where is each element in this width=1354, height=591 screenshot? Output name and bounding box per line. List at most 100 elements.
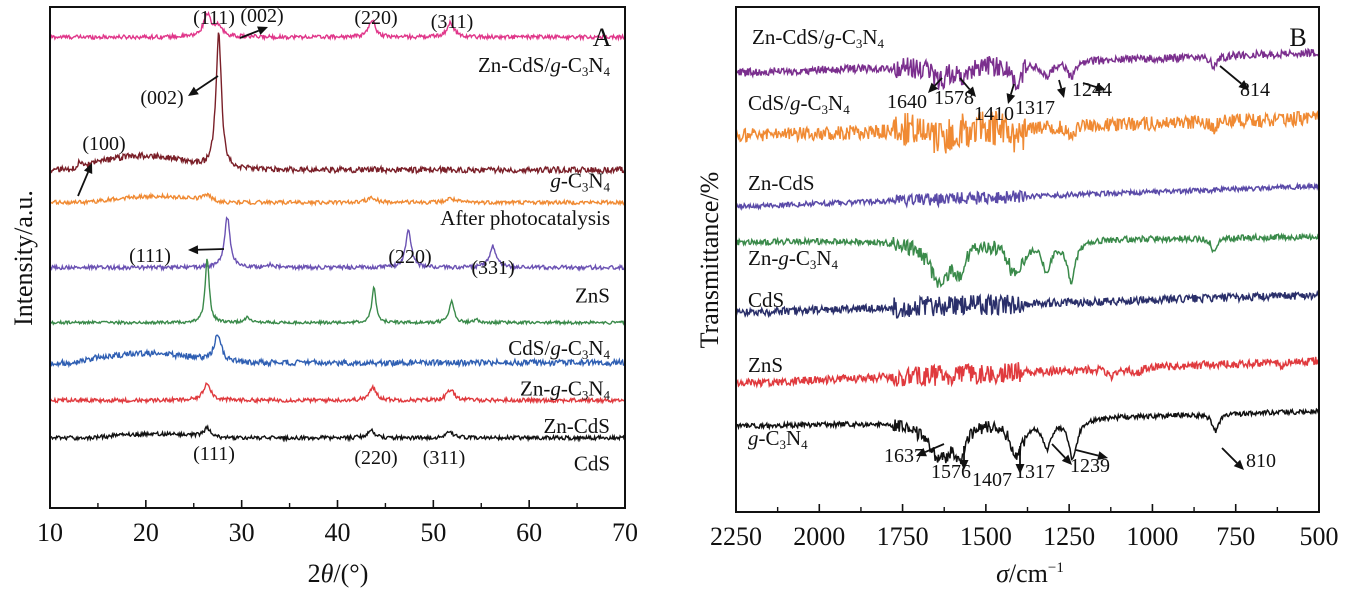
- arrow-111-zns: [188, 245, 225, 255]
- trace-zn-g-c3n4: [735, 231, 1320, 288]
- arrow-1317-b: [1051, 443, 1072, 465]
- annotation-220-cds: (220): [354, 447, 397, 469]
- panel-b-traces: [735, 47, 1320, 465]
- panel-a-x-axis-label: 2θ/(°): [308, 559, 369, 588]
- x-tick-label-2000: 2000: [793, 522, 845, 551]
- trace-zn-cds: [49, 382, 626, 405]
- annotation-311-zn-cds-g-c3n4: (311): [431, 11, 474, 33]
- x-tick-label-500: 500: [1300, 522, 1339, 551]
- annotation-1317-g-c3n4: 1317: [1015, 461, 1055, 483]
- arrow-1578: [959, 77, 976, 97]
- x-tick-label-70: 70: [612, 518, 638, 547]
- series-label-zn-g-c3n4: Zn-g-C3N4: [520, 376, 611, 402]
- series-label-cds: CdS: [574, 451, 610, 475]
- annotation-810-g-c3n4: 810: [1246, 450, 1276, 472]
- panel-a-y-axis-label: Intensity/a.u.: [9, 190, 38, 326]
- panel-b-series-labels: Zn-CdS/g-C3N4 CdS/g-C3N4 Zn-CdS Zn-g-C3N4 Cd…: [748, 25, 885, 452]
- annotation-311-cds: (311): [423, 447, 466, 469]
- trace-g-c3n4: [735, 407, 1320, 465]
- annotation-1410-zn-cds-g-c3n4: 1410: [974, 103, 1014, 125]
- annotation-1407-g-c3n4: 1407: [972, 469, 1012, 491]
- annotation-1317-zn-cds-g-c3n4: 1317: [1015, 97, 1055, 119]
- x-tick-label-10: 10: [37, 518, 63, 547]
- trace-cds-g-c3n4: [735, 110, 1320, 154]
- series-label-zn-cds-g-c3n4: Zn-CdS/g-C3N4: [752, 25, 885, 51]
- x-tick-label-40: 40: [325, 518, 351, 547]
- annotation-111-cds: (111): [193, 443, 235, 465]
- annotation-1576-g-c3n4: 1576: [931, 461, 971, 483]
- panel-a-label: A: [593, 23, 612, 52]
- trace-cds: [50, 424, 626, 443]
- arrow-1640: [928, 77, 943, 93]
- trace-zn-cds-g-c3n4: [735, 47, 1320, 91]
- annotation-1578-zn-cds-g-c3n4: 1578: [934, 87, 974, 109]
- x-tick-label-2250: 2250: [710, 522, 762, 551]
- arrow-1637: [916, 443, 945, 457]
- series-label-g-c3n4: g-C3N4: [550, 168, 610, 194]
- arrow-002-g-c3n4: [188, 75, 219, 96]
- panel-a-series-labels: Zn-CdS/g-C3N4 g-C3N4 After photocatalysis Z…: [440, 53, 610, 475]
- series-label-zn-cds-g-c3n4: Zn-CdS/g-C3N4: [478, 53, 611, 79]
- arrow-1410: [1006, 83, 1016, 104]
- x-tick-label-30: 30: [229, 518, 255, 547]
- trace-zn-cds-g-c3n4: [49, 11, 626, 42]
- arrow-1576: [959, 446, 969, 470]
- panel-b-x-ticks: 2250 2000 1750 1500 1250 1000 750 500: [710, 504, 1339, 551]
- arrow-1407: [1015, 446, 1025, 474]
- x-tick-label-750: 750: [1216, 522, 1255, 551]
- x-tick-label-50: 50: [420, 518, 446, 547]
- series-label-zn-cds: Zn-CdS: [543, 414, 610, 438]
- trace-cds: [735, 289, 1320, 319]
- annotation-220-zns: (220): [388, 246, 431, 268]
- series-label-zn-g-c3n4: Zn-g-C3N4: [748, 246, 839, 272]
- annotation-1637-g-c3n4: 1637: [884, 445, 924, 467]
- panel-a-x-ticks: 10 20 30 40 50 60 70: [37, 500, 638, 547]
- annotation-1640-zn-cds-g-c3n4: 1640: [887, 91, 927, 113]
- arrow-002-zn-cds-g-c3n4: [239, 26, 268, 39]
- panel-a-annotations: (111) (002) (220) (311)(002)(100)(111) (220)…: [77, 5, 515, 469]
- trace-zn-cds: [735, 181, 1320, 212]
- annotation-100-g-c3n4: (100): [82, 133, 125, 155]
- trace-after-photocatalysis: [49, 191, 626, 207]
- annotation-331-zns: (331): [471, 257, 514, 279]
- annotation-111-zn-cds-g-c3n4: (111): [193, 7, 235, 29]
- x-tick-label-1750: 1750: [877, 522, 929, 551]
- panel-a-traces: [49, 11, 626, 443]
- annotation-220-zn-cds-g-c3n4: (220): [354, 7, 397, 29]
- trace-zns: [49, 216, 626, 272]
- panel-a: Zn-CdS/g-C3N4 g-C3N4 After photocatalysis Z…: [9, 5, 638, 588]
- series-label-cds-g-c3n4: CdS/g-C3N4: [508, 336, 610, 362]
- panel-b: Zn-CdS/g-C3N4 CdS/g-C3N4 Zn-CdS Zn-g-C3N4 Cd…: [695, 6, 1339, 588]
- panel-b-x-axis-label: σ/cm−1: [996, 559, 1064, 588]
- series-label-after-photocatalysis: After photocatalysis: [440, 206, 610, 230]
- trace-g-c3n4: [49, 32, 626, 176]
- series-label-cds-g-c3n4: CdS/g-C3N4: [748, 91, 850, 117]
- arrow-1239: [1075, 449, 1108, 460]
- x-tick-label-60: 60: [516, 518, 542, 547]
- series-label-zn-cds: Zn-CdS: [748, 171, 815, 195]
- x-tick-label-1000: 1000: [1126, 522, 1178, 551]
- trace-cds-g-c3n4: [49, 258, 626, 327]
- trace-zns: [735, 356, 1320, 389]
- series-label-zns: ZnS: [575, 284, 610, 308]
- trace-zn-g-c3n4: [49, 334, 626, 369]
- arrow-1317: [1056, 79, 1066, 98]
- series-label-g-c3n4: g-C3N4: [748, 426, 808, 452]
- arrow-100-g-c3n4: [77, 163, 93, 197]
- annotation-002-zn-cds-g-c3n4: (002): [240, 5, 283, 27]
- panel-b-y-axis-label: Transmittance/%: [695, 172, 724, 349]
- annotation-1244-zn-cds-g-c3n4: 1244: [1072, 79, 1112, 101]
- arrow-810: [1221, 447, 1244, 470]
- x-tick-label-1250: 1250: [1043, 522, 1095, 551]
- x-tick-label-20: 20: [133, 518, 159, 547]
- x-tick-label-1500: 1500: [960, 522, 1012, 551]
- arrow-814: [1219, 65, 1249, 90]
- annotation-002-g-c3n4: (002): [140, 87, 183, 109]
- annotation-814-zn-cds-g-c3n4: 814: [1240, 79, 1270, 101]
- annotation-1239-g-c3n4: 1239: [1070, 455, 1110, 477]
- series-label-zns: ZnS: [748, 353, 783, 377]
- arrow-1244: [1082, 82, 1106, 92]
- annotation-111-zns: (111): [129, 245, 171, 267]
